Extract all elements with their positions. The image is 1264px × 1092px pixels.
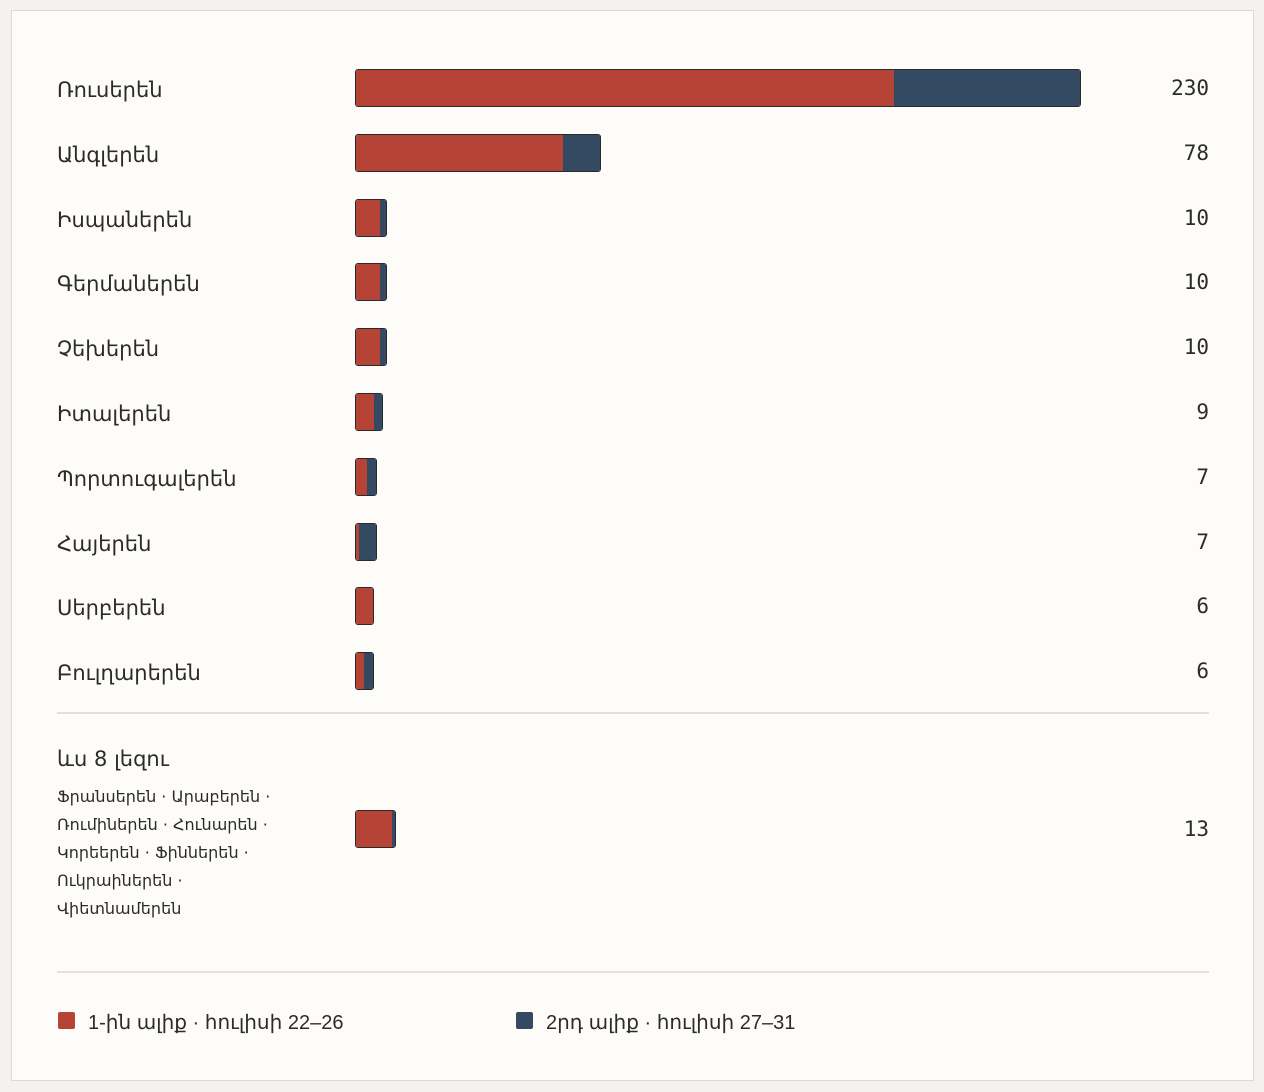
bar-segment-wave2-6 xyxy=(367,458,377,495)
value-label-6: 7 xyxy=(1196,464,1209,489)
category-label-7: Հայերեն xyxy=(57,531,152,556)
bar-segment-wave1-0 xyxy=(356,70,895,106)
divider-bottom xyxy=(57,971,1209,973)
chart-panel xyxy=(11,10,1254,1081)
value-label-3: 10 xyxy=(1183,270,1209,295)
value-label-8: 6 xyxy=(1196,594,1209,619)
category-label-3: Գերմաներեն xyxy=(57,272,200,297)
category-label-9: Բուլղարերեն xyxy=(57,661,201,686)
category-label-6: Պորտուգալերեն xyxy=(57,466,237,491)
value-label-0: 230 xyxy=(1171,76,1209,100)
legend-wave1: 1-ին ալիք · հուլիսի 22–26 xyxy=(58,1010,343,1035)
bar-3 xyxy=(355,263,387,302)
other-languages-list: Ֆրանսերեն · Արաբերեն · Ռումիներեն · Հուն… xyxy=(57,787,271,918)
bar-segment-wave2-4 xyxy=(379,329,386,366)
value-label-5: 9 xyxy=(1196,400,1209,424)
bar-8 xyxy=(355,587,374,626)
bar-0 xyxy=(355,69,1081,107)
bar-1 xyxy=(355,133,602,172)
bar-segment-wave1-9 xyxy=(356,653,365,690)
bar-segment-wave1-2 xyxy=(356,199,380,236)
value-label-7: 7 xyxy=(1196,529,1209,554)
legend-wave2: 2րդ ալիք · հուլիսի 27–31 xyxy=(516,1010,795,1035)
bar-2 xyxy=(355,198,387,237)
value-label-2: 10 xyxy=(1183,205,1209,230)
legend-swatch-wave2 xyxy=(516,1012,533,1029)
bar-segment-wave2-0 xyxy=(894,70,1080,106)
bar-9 xyxy=(355,652,374,691)
category-label-1: Անգլերեն xyxy=(57,142,160,167)
value-label-4: 10 xyxy=(1183,335,1209,360)
bar-segment-wave2-2 xyxy=(379,199,386,236)
bar-segment-wave2-3 xyxy=(379,264,386,301)
bar-6 xyxy=(355,457,378,496)
bar-segment-wave2-5 xyxy=(373,394,383,430)
other-languages-bar xyxy=(355,810,397,848)
bar-segment-wave1-1 xyxy=(356,134,563,171)
bar-segment-wave1-5 xyxy=(356,394,374,430)
value-label-1: 78 xyxy=(1183,140,1209,165)
legend-label-wave1: 1-ին ալիք · հուլիսի 22–26 xyxy=(88,1012,344,1034)
bar-5 xyxy=(355,393,384,431)
divider-top xyxy=(57,712,1209,714)
bar-segment-wave2-7 xyxy=(358,523,377,560)
bar-segment-wave1-6 xyxy=(356,458,368,495)
bar-segment-wave2-9 xyxy=(364,653,373,690)
category-label-5: Իտալերեն xyxy=(57,402,172,426)
category-label-8: Սերբերեն xyxy=(57,596,166,621)
bar-segment-wave1-other xyxy=(356,811,393,847)
bar-segment-wave1-3 xyxy=(356,264,380,301)
legend-label-wave2: 2րդ ալիք · հուլիսի 27–31 xyxy=(546,1012,796,1034)
value-label-9: 6 xyxy=(1196,659,1209,684)
bar-segment-wave1-7 xyxy=(356,523,359,560)
category-label-4: Չեխերեն xyxy=(57,337,160,362)
bar-segment-wave1-4 xyxy=(356,329,380,366)
category-label-0: Ռուսերեն xyxy=(57,78,163,102)
bar-segment-wave2-1 xyxy=(562,134,601,171)
legend-swatch-wave1 xyxy=(58,1012,75,1029)
category-label-2: Իսպաներեն xyxy=(57,207,193,232)
other-languages-value: 13 xyxy=(1183,817,1209,841)
bar-segment-wave2-other xyxy=(392,811,396,847)
bar-7 xyxy=(355,522,378,561)
bar-4 xyxy=(355,328,387,367)
bar-segment-wave1-8 xyxy=(356,588,373,625)
other-languages-title: ևս 8 լեզու xyxy=(57,747,169,771)
